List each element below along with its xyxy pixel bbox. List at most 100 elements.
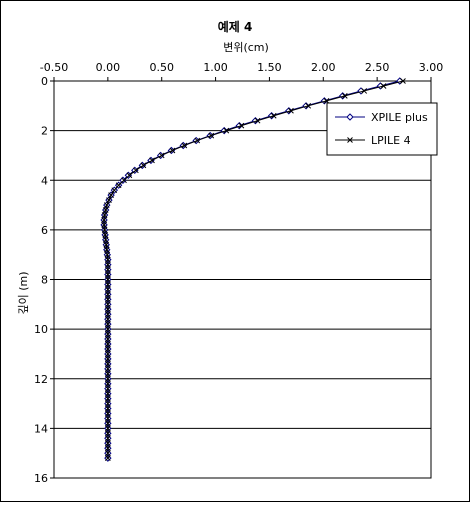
data-point-x [103,202,110,208]
data-point-x [105,291,111,298]
data-point-x [208,132,215,139]
data-point-x [121,177,127,184]
data-point-x [105,390,111,397]
data-point-x [105,301,111,308]
data-point-x [106,197,112,203]
data-point-x [105,296,111,303]
data-point-x [238,122,245,129]
y-tick-label: 16 [34,472,48,485]
x-tick-label: 2.50 [365,61,390,74]
data-point-x [361,88,368,94]
legend-item: XPILE plus [335,111,428,124]
x-axis-title: 변위(cm) [223,41,269,54]
data-point-x [105,445,111,452]
data-point-x [126,172,133,179]
data-point-x [105,281,111,288]
data-point-x [400,78,406,84]
y-tick-label: 10 [34,323,48,336]
data-point-x [105,400,111,407]
data-point-x [133,167,139,174]
data-point-x [305,102,312,109]
data-point-x [105,306,111,313]
y-tick-label: 14 [34,422,48,435]
data-point-x [101,227,108,233]
legend-label: XPILE plus [371,111,428,124]
data-point-x [103,246,110,253]
legend-box [326,102,438,156]
chart-title: 예제 4 [218,19,253,34]
y-axis-title: 깊이 (m) [17,271,30,314]
data-point-x [115,182,122,189]
grid-lines [54,130,431,429]
x-tick-label: -0.50 [40,61,68,74]
data-point-x [105,435,111,442]
x-tick-label: 0.00 [96,61,121,74]
data-point-x [169,147,176,154]
data-point-x [105,321,111,328]
data-point-x [105,405,111,412]
data-point-diamond [302,102,310,110]
data-point-x [105,430,111,437]
data-point-diamond [338,92,347,100]
data-point-x [105,450,111,457]
data-point-x [105,276,111,283]
data-point-diamond [346,113,354,121]
y-tick-label: 4 [41,174,48,187]
data-point-x [105,261,111,268]
data-point-x [254,117,261,124]
data-point-x [105,385,111,392]
x-tick-label: 1.50 [257,61,282,74]
data-point-x [105,331,111,337]
data-point-x [101,212,108,218]
x-tick-label: 1.00 [203,61,228,74]
data-point-x [105,271,111,278]
legend-label: LPILE 4 [371,134,411,147]
data-point-x [102,236,109,243]
data-point-x [341,93,348,99]
series-layer [100,77,406,462]
data-point-x [105,440,111,447]
data-point-diamond [267,112,276,120]
data-point-x [108,192,114,198]
data-point-x [105,346,111,352]
data-point-x [105,341,111,347]
data-point-x [104,251,111,258]
data-point-x [105,286,111,293]
data-point-x [270,112,277,119]
data-point-x [102,207,109,213]
data-point-x [288,107,294,114]
data-point-x [105,326,111,332]
data-point-x [105,311,111,318]
data-point-x [111,187,118,194]
data-point-x [105,351,111,357]
data-point-x [105,256,111,263]
data-point-x [105,336,111,342]
data-point-x [105,370,111,377]
data-point-x [105,361,111,367]
data-point-x [140,162,147,169]
data-point-x [105,356,111,362]
data-point-x [105,266,111,273]
legend: XPILE plus LPILE 4 [326,102,438,156]
y-tick-label: 0 [41,75,48,88]
data-point-x [380,83,387,89]
x-tick-label: 2.00 [311,61,336,74]
data-point-x [101,222,107,228]
axis-ticks: 0 2 4 6 8 10 12 14 16 -0.50 0.00 0.50 1.00 1.50 2.00 2.… [34,61,443,485]
y-tick-label: 2 [41,125,48,138]
legend-entries: XPILE plus LPILE 4 [335,111,428,147]
data-point-x [105,425,111,432]
data-point-x [105,395,111,402]
x-tick-label: 3.00 [419,61,444,74]
y-tick-label: 8 [41,274,48,287]
data-point-x [105,380,111,387]
data-point-x [158,152,165,159]
legend-item: LPILE 4 [335,134,411,147]
data-point-x [105,415,111,422]
x-tick-label: 0.50 [149,61,174,74]
data-point-x [103,241,110,248]
data-point-x [105,375,111,382]
data-point-x [105,420,111,427]
